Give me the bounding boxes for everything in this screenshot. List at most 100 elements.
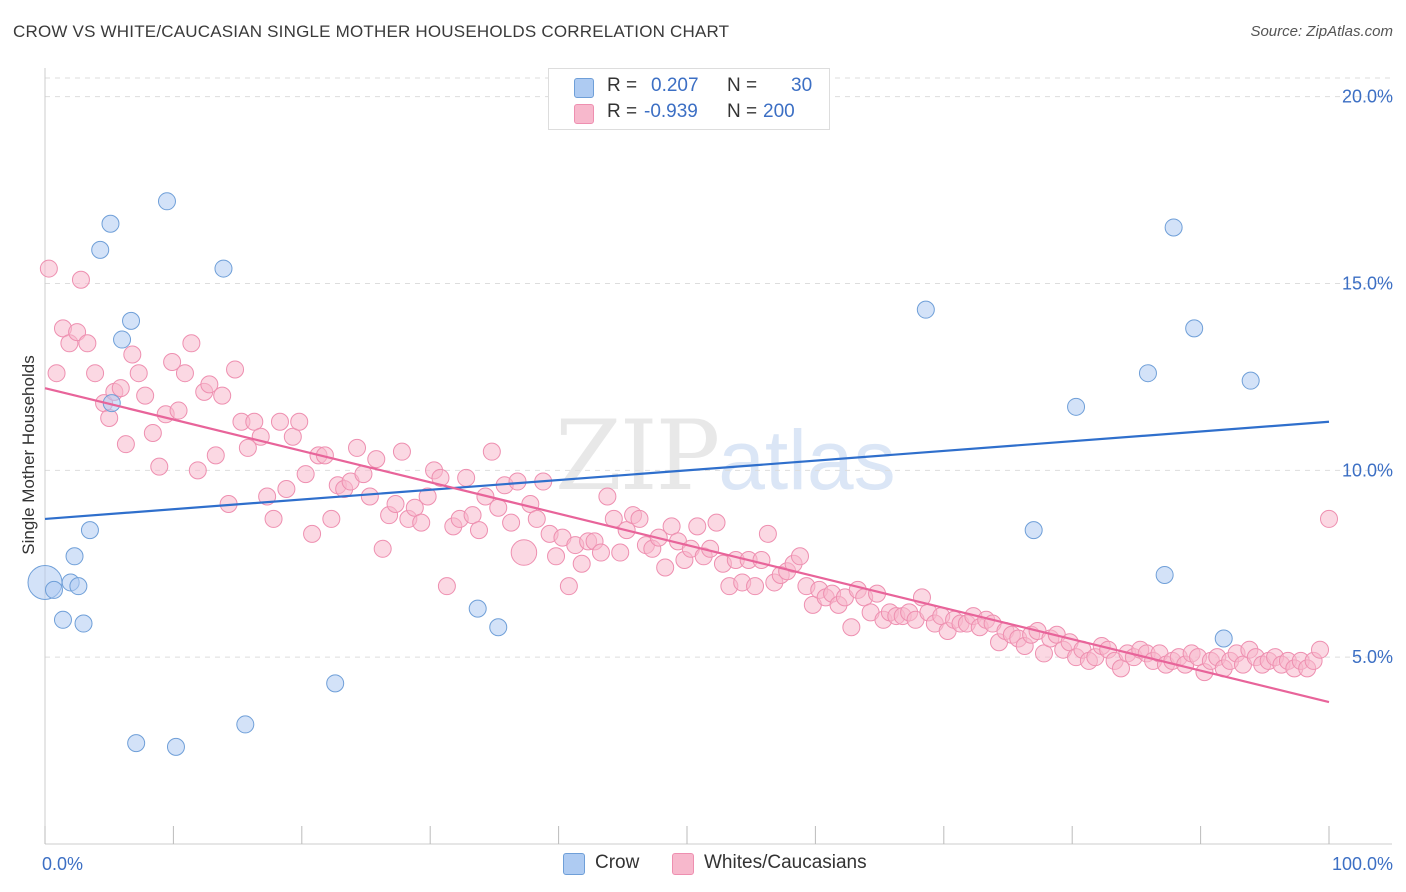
white-point — [412, 513, 431, 532]
white-point — [264, 509, 283, 528]
white-point — [752, 551, 771, 570]
crow-point — [468, 599, 487, 618]
crow-point — [65, 547, 84, 566]
crow-point — [80, 521, 99, 540]
bottom-legend-swatch-crow — [563, 853, 585, 875]
white-point — [502, 513, 521, 532]
crow-point — [113, 330, 132, 349]
white-point — [572, 554, 591, 573]
crow-point — [916, 300, 935, 319]
crow-point — [1241, 371, 1260, 390]
white-point — [559, 577, 578, 596]
crow-point — [1024, 521, 1043, 540]
crow-point — [1164, 218, 1183, 237]
crow-point — [1067, 397, 1086, 416]
legend-swatch-crow — [574, 78, 594, 98]
white-point — [598, 487, 617, 506]
white-point — [169, 401, 188, 420]
white-point — [688, 517, 707, 536]
watermark-atlas: atlas — [718, 413, 896, 507]
white-point — [213, 386, 232, 405]
white-point — [547, 547, 566, 566]
watermark-zip: ZIP — [555, 400, 720, 512]
white-point — [463, 506, 482, 525]
white-point — [47, 364, 66, 383]
white-point — [39, 259, 58, 278]
white-point — [367, 450, 386, 469]
white-point — [322, 509, 341, 528]
white-point — [437, 577, 456, 596]
white-series-points — [39, 259, 1338, 682]
white-point — [283, 427, 302, 446]
crow-point — [1138, 364, 1157, 383]
white-point — [591, 543, 610, 562]
white-point — [758, 524, 777, 543]
white-point — [790, 547, 809, 566]
legend-swatch-white — [574, 104, 594, 124]
white-point — [431, 468, 450, 487]
legend-box: R = 0.207 N = 30 R = -0.939 N = 200 — [548, 68, 830, 130]
legend-r-value: 0.207 — [651, 75, 699, 96]
white-point — [68, 323, 87, 342]
white-point — [418, 487, 437, 506]
white-point — [348, 438, 367, 457]
crow-point — [53, 610, 72, 629]
crow-point — [91, 240, 110, 259]
y-axis-label: Single Mother Households — [19, 355, 38, 554]
white-point — [457, 468, 476, 487]
white-point — [707, 513, 726, 532]
crow-series-points — [27, 192, 1260, 756]
legend-r-label: R = — [607, 75, 638, 96]
white-point — [100, 409, 119, 428]
white-point — [1034, 644, 1053, 663]
legend-n-label: N = — [727, 75, 758, 96]
white-point — [111, 379, 130, 398]
x-tick-label: 0.0% — [42, 854, 83, 874]
white-point — [226, 360, 245, 379]
white-point — [123, 345, 142, 364]
bottom-legend-swatch-white — [672, 853, 694, 875]
chart-title: CROW VS WHITE/CAUCASIAN SINGLE MOTHER HO… — [13, 22, 730, 41]
white-point — [1111, 659, 1130, 678]
crow-trend-line — [44, 420, 1330, 521]
white-point — [188, 461, 207, 480]
white-point — [392, 442, 411, 461]
crow-point — [326, 674, 345, 693]
legend-n-value: 200 — [763, 101, 795, 122]
white-point — [508, 472, 527, 491]
bottom-legend-label-crow: Crow — [595, 852, 640, 873]
y-tick-label: 20.0% — [1342, 87, 1393, 107]
white-point — [206, 446, 225, 465]
white-point — [630, 509, 649, 528]
crow-point — [44, 580, 63, 599]
white-point — [482, 442, 501, 461]
legend-n-label: N = — [727, 101, 758, 122]
white-point — [656, 558, 675, 577]
white-point — [1311, 640, 1330, 659]
white-point — [360, 487, 379, 506]
white-point — [182, 334, 201, 353]
crow-point — [1155, 565, 1174, 584]
crow-point — [122, 311, 141, 330]
crow-point — [69, 577, 88, 596]
white-point — [150, 457, 169, 476]
white-point — [303, 524, 322, 543]
crow-point — [127, 734, 146, 753]
y-tick-label: 5.0% — [1352, 647, 1393, 667]
white-point — [489, 498, 508, 517]
white-point — [405, 498, 424, 517]
y-tick-label: 10.0% — [1342, 460, 1393, 480]
bottom-legend-label-white: Whites/Caucasians — [704, 852, 867, 873]
white-point — [163, 352, 182, 371]
white-point — [245, 412, 264, 431]
axes — [44, 68, 1392, 845]
crow-point — [1185, 319, 1204, 338]
white-point — [238, 438, 257, 457]
white-point — [1320, 509, 1338, 528]
white-trend-line — [44, 387, 1330, 704]
white-point — [296, 465, 315, 484]
tick-labels: 5.0% 10.0% 15.0% 20.0% 0.0% 100.0% — [42, 87, 1393, 874]
legend-r-value: -0.939 — [644, 101, 698, 122]
crow-point — [214, 259, 233, 278]
